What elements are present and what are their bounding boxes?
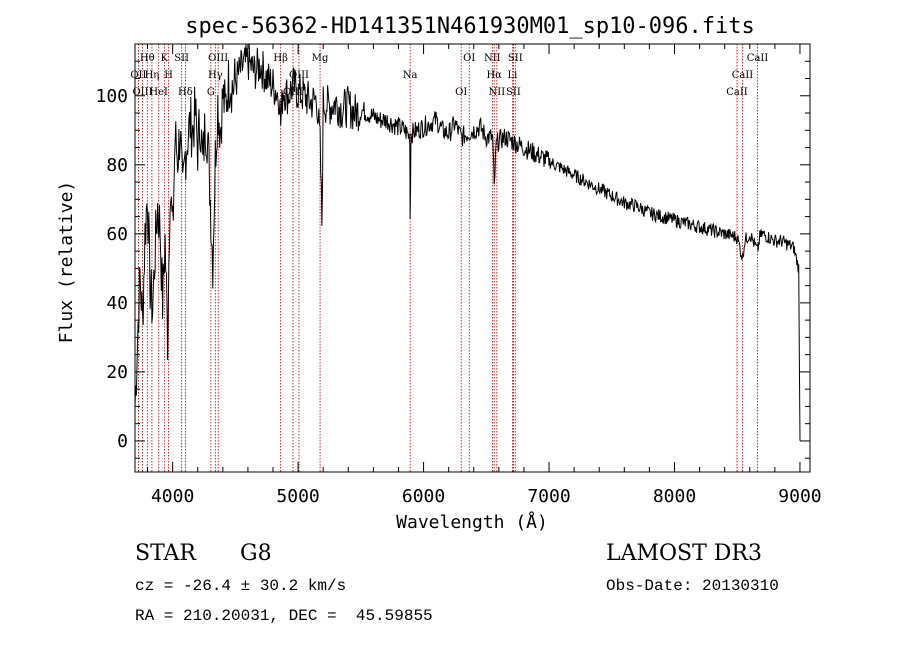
spectral-line-label: SII [508, 53, 523, 64]
spectral-line-label: Hη [145, 70, 160, 81]
x-tick-label: 7000 [527, 486, 570, 507]
spectral-line-label: Hβ [273, 53, 288, 64]
object-class: STAR [135, 541, 197, 566]
spectral-line-label: SII [506, 87, 521, 98]
spectral-line-label: Hθ [140, 53, 155, 64]
y-tick-label: 20 [106, 362, 128, 383]
spectral-line-label: CaII [732, 70, 754, 81]
spectral-line-label: OII [130, 70, 146, 81]
spectral-line-label: H [164, 70, 173, 81]
spectral-line-labels: HθOIIOIIIKHηHeISIIHHδOIIIHγGHβOIIIOIIIMg… [130, 53, 768, 98]
spectral-line-label: Hγ [208, 70, 223, 81]
spectral-line-label: Mg [312, 53, 329, 64]
x-tick-label: 6000 [402, 486, 445, 507]
y-tick-label: 60 [106, 224, 128, 245]
spectral-line-label: NII [484, 53, 501, 64]
spectral-line-label: SII [174, 53, 189, 64]
spectral-line-label: CaII [747, 53, 769, 64]
chart-title: spec-56362-HD141351N461930M01_sp10-096.f… [185, 14, 755, 39]
y-tick-label: 100 [95, 86, 128, 107]
spectral-line-label: Hδ [178, 87, 193, 98]
x-tick-label: 4000 [151, 486, 194, 507]
x-axis-label: Wavelength (Å) [396, 511, 548, 533]
plot-frame [134, 43, 811, 473]
spectral-line-label: G [207, 87, 215, 98]
y-tick-label: 80 [106, 155, 128, 176]
object-subclass: G8 [240, 541, 272, 566]
y-axis-label: Flux (relative) [56, 181, 77, 344]
spectral-line-label: OIII [289, 70, 309, 81]
flux-series [134, 43, 801, 441]
survey-name: LAMOST DR3 [606, 541, 762, 566]
spectral-line-label: HeI [149, 87, 168, 98]
x-tick-label: 8000 [653, 486, 696, 507]
x-tick-label: 5000 [276, 486, 319, 507]
spectral-line-label: Na [403, 70, 418, 81]
spectral-line-label: Li [507, 70, 517, 81]
spectral-line-label: Hα [486, 70, 502, 81]
spectral-line-label: OIII [132, 87, 152, 98]
observation-date: Obs-Date: 20130310 [606, 577, 779, 595]
y-tick-label: 0 [117, 431, 128, 452]
spectral-line-label: OIII [283, 87, 303, 98]
series-flux [134, 43, 801, 441]
spectral-line-label: NII [489, 87, 506, 98]
spectral-line-label: CaII [726, 87, 748, 98]
spectral-line-label: OIII [208, 53, 228, 64]
redshift-velocity: cz = -26.4 ± 30.2 km/s [135, 577, 346, 595]
y-tick-label: 40 [106, 293, 128, 314]
x-tick-label: 9000 [778, 486, 821, 507]
spectral-line-label: K [161, 53, 169, 64]
coordinates: RA = 210.20031, DEC = 45.59855 [135, 607, 433, 625]
spectral-line-label: OI [463, 53, 475, 64]
axis-ticks: 4000 5000 6000 7000 8000 9000 0 20 40 60 80 100 [95, 43, 822, 507]
spectral-line-label: OI [455, 87, 467, 98]
